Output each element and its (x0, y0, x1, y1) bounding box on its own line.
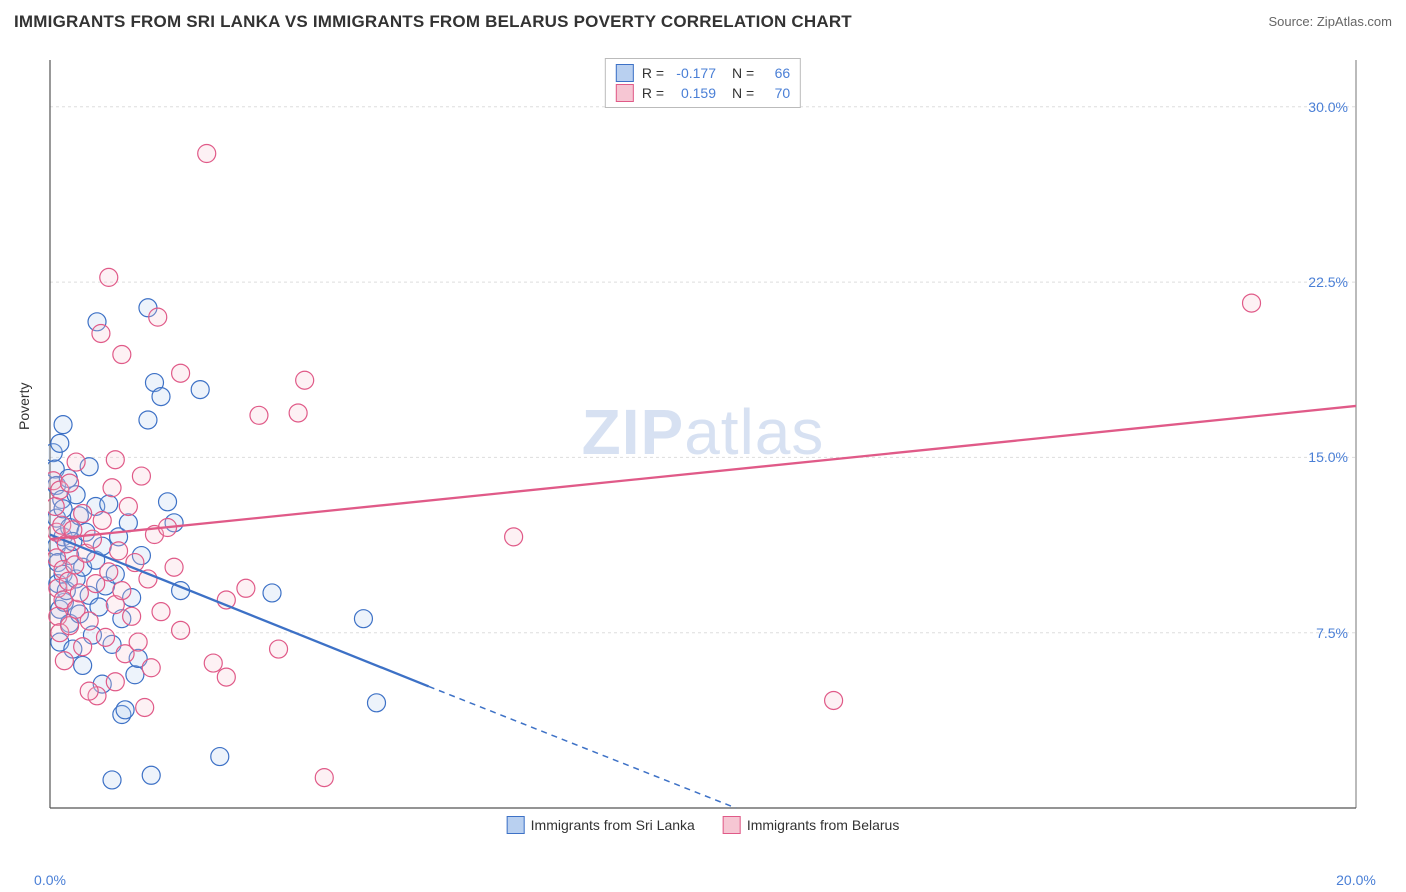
scatter-point (159, 493, 177, 511)
scatter-point (74, 656, 92, 674)
scatter-point (100, 563, 118, 581)
scatter-point (152, 388, 170, 406)
x-tick-label: 0.0% (34, 872, 66, 888)
scatter-point (80, 612, 98, 630)
source-prefix: Source: (1268, 14, 1316, 29)
scatter-point (100, 268, 118, 286)
scatter-point (172, 621, 190, 639)
scatter-point (92, 324, 110, 342)
stat-legend-row: R =-0.177N =66 (616, 63, 790, 83)
scatter-point (263, 584, 281, 602)
legend-swatch (616, 64, 634, 82)
scatter-point (250, 406, 268, 424)
scatter-point (217, 668, 235, 686)
scatter-point (113, 346, 131, 364)
scatter-point (149, 308, 167, 326)
scatter-point (191, 381, 209, 399)
scatter-point (198, 145, 216, 163)
scatter-point (142, 766, 160, 784)
scatter-point (1243, 294, 1261, 312)
scatter-point (61, 474, 79, 492)
scatter-plot (48, 58, 1358, 838)
scatter-point (103, 771, 121, 789)
scatter-point (129, 633, 147, 651)
x-tick-label: 20.0% (1336, 872, 1376, 888)
scatter-point (505, 528, 523, 546)
series-legend-label: Immigrants from Sri Lanka (531, 817, 695, 833)
scatter-point (110, 542, 128, 560)
scatter-point (315, 769, 333, 787)
series-legend-label: Immigrants from Belarus (747, 817, 899, 833)
y-tick-label: 15.0% (1308, 449, 1348, 465)
scatter-point (211, 748, 229, 766)
scatter-point (142, 659, 160, 677)
series-legend-item: Immigrants from Belarus (723, 816, 899, 834)
stat-legend-row: R =0.159N =70 (616, 83, 790, 103)
y-tick-label: 30.0% (1308, 99, 1348, 115)
scatter-point (116, 701, 134, 719)
scatter-point (48, 497, 64, 515)
scatter-point (165, 558, 183, 576)
scatter-point (354, 610, 372, 628)
scatter-point (136, 698, 154, 716)
scatter-point (100, 495, 118, 513)
scatter-point (113, 582, 131, 600)
source-attribution: Source: ZipAtlas.com (1268, 14, 1392, 29)
scatter-point (237, 579, 255, 597)
scatter-point (74, 638, 92, 656)
legend-swatch (616, 84, 634, 102)
scatter-point (106, 673, 124, 691)
scatter-point (55, 652, 73, 670)
scatter-point (126, 666, 144, 684)
scatter-point (132, 467, 150, 485)
scatter-point (103, 479, 121, 497)
series-legend-item: Immigrants from Sri Lanka (507, 816, 695, 834)
scatter-point (119, 497, 137, 515)
scatter-point (825, 691, 843, 709)
scatter-point (74, 504, 92, 522)
scatter-point (106, 451, 124, 469)
chart-title: IMMIGRANTS FROM SRI LANKA VS IMMIGRANTS … (14, 12, 852, 31)
scatter-point (119, 514, 137, 532)
scatter-point (172, 364, 190, 382)
series-legend: Immigrants from Sri Lanka Immigrants from… (507, 816, 900, 834)
scatter-point (97, 628, 115, 646)
scatter-point (152, 603, 170, 621)
legend-swatch (723, 816, 741, 834)
scatter-point (93, 511, 111, 529)
scatter-point (61, 617, 79, 635)
scatter-point (80, 682, 98, 700)
scatter-point (70, 584, 88, 602)
scatter-point (289, 404, 307, 422)
scatter-point (204, 654, 222, 672)
scatter-point (270, 640, 288, 658)
scatter-point (368, 694, 386, 712)
scatter-point (123, 607, 141, 625)
scatter-point (67, 453, 85, 471)
y-tick-label: 22.5% (1308, 274, 1348, 290)
scatter-point (139, 411, 157, 429)
scatter-point (83, 530, 101, 548)
correlation-legend: R =-0.177N =66R =0.159N =70 (605, 58, 801, 108)
source-name: ZipAtlas.com (1317, 14, 1392, 29)
legend-swatch (507, 816, 525, 834)
scatter-point (54, 416, 72, 434)
y-axis-label: Poverty (16, 383, 32, 430)
chart-container: ZIPatlas R =-0.177N =66R =0.159N =70 Imm… (48, 58, 1358, 838)
y-tick-label: 7.5% (1316, 625, 1348, 641)
scatter-point (51, 434, 69, 452)
scatter-point (296, 371, 314, 389)
